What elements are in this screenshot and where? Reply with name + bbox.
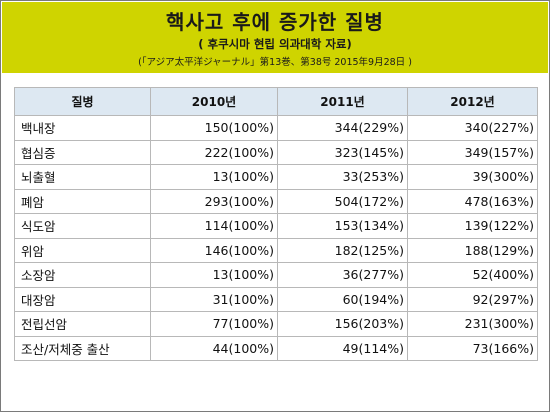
value-2012-cell: 73(166%) (407, 335, 538, 361)
value-2012-cell: 39(300%) (407, 164, 538, 190)
table-row: 위암 146(100%) 182(125%) 188(129%) (14, 237, 538, 263)
table-row: 식도암 114(100%) 153(134%) 139(122%) (14, 213, 538, 239)
value-2011-cell: 156(203%) (277, 311, 408, 337)
table-row: 조산/저체중 출산 44(100%) 49(114%) 73(166%) (14, 335, 538, 361)
value-2010-cell: 13(100%) (150, 164, 278, 190)
value-2011-cell: 60(194%) (277, 286, 408, 312)
value-2012-cell: 478(163%) (407, 188, 538, 214)
value-2011-cell: 153(134%) (277, 213, 408, 239)
value-2010-cell: 77(100%) (150, 311, 278, 337)
value-2012-cell: 349(157%) (407, 139, 538, 165)
value-2011-cell: 323(145%) (277, 139, 408, 165)
value-2010-cell: 146(100%) (150, 237, 278, 263)
value-2010-cell: 150(100%) (150, 115, 278, 141)
value-2010-cell: 114(100%) (150, 213, 278, 239)
disease-cell: 대장암 (14, 286, 151, 312)
header-disease: 질병 (14, 87, 151, 116)
value-2012-cell: 231(300%) (407, 311, 538, 337)
value-2011-cell: 182(125%) (277, 237, 408, 263)
disease-table: 질병 2010년 2011년 2012년 백내장 150(100%) 344(229… (14, 87, 538, 361)
disease-cell: 뇌출혈 (14, 164, 151, 190)
value-2012-cell: 52(400%) (407, 262, 538, 288)
value-2010-cell: 44(100%) (150, 335, 278, 361)
slide-title: 핵사고 후에 증가한 질병 (166, 10, 384, 34)
table-row: 전립선암 77(100%) 156(203%) 231(300%) (14, 311, 538, 337)
header-2011: 2011년 (277, 87, 408, 116)
value-2010-cell: 293(100%) (150, 188, 278, 214)
header-2012: 2012년 (407, 87, 538, 116)
table-row: 백내장 150(100%) 344(229%) 340(227%) (14, 115, 538, 141)
table-row: 대장암 31(100%) 60(194%) 92(297%) (14, 286, 538, 312)
value-2012-cell: 92(297%) (407, 286, 538, 312)
value-2011-cell: 49(114%) (277, 335, 408, 361)
value-2011-cell: 504(172%) (277, 188, 408, 214)
disease-cell: 식도암 (14, 213, 151, 239)
header-2010: 2010년 (150, 87, 278, 116)
value-2010-cell: 222(100%) (150, 139, 278, 165)
disease-cell: 폐암 (14, 188, 151, 214)
disease-cell: 전립선암 (14, 311, 151, 337)
value-2012-cell: 139(122%) (407, 213, 538, 239)
table-row: 폐암 293(100%) 504(172%) 478(163%) (14, 188, 538, 214)
table-header-row: 질병 2010년 2011년 2012년 (14, 87, 538, 116)
value-2011-cell: 33(253%) (277, 164, 408, 190)
slide-subtitle: ( 후쿠시마 현립 의과대학 자료) (198, 37, 352, 51)
disease-cell: 백내장 (14, 115, 151, 141)
disease-cell: 협심증 (14, 139, 151, 165)
table-body: 백내장 150(100%) 344(229%) 340(227%) 협심증 222(100… (14, 115, 538, 361)
value-2012-cell: 188(129%) (407, 237, 538, 263)
title-banner: 핵사고 후에 증가한 질병 ( 후쿠시마 현립 의과대학 자료) (「アジア太平… (2, 2, 548, 73)
value-2011-cell: 344(229%) (277, 115, 408, 141)
disease-cell: 소장암 (14, 262, 151, 288)
value-2010-cell: 13(100%) (150, 262, 278, 288)
value-2011-cell: 36(277%) (277, 262, 408, 288)
table-row: 소장암 13(100%) 36(277%) 52(400%) (14, 262, 538, 288)
disease-cell: 조산/저체중 출산 (14, 335, 151, 361)
table-row: 뇌출혈 13(100%) 33(253%) 39(300%) (14, 164, 538, 190)
disease-cell: 위암 (14, 237, 151, 263)
source-citation: (「アジア太平洋ジャーナル」第13巻、第38号 2015年9月28日 ) (138, 57, 412, 68)
table-row: 협심증 222(100%) 323(145%) 349(157%) (14, 139, 538, 165)
value-2010-cell: 31(100%) (150, 286, 278, 312)
value-2012-cell: 340(227%) (407, 115, 538, 141)
